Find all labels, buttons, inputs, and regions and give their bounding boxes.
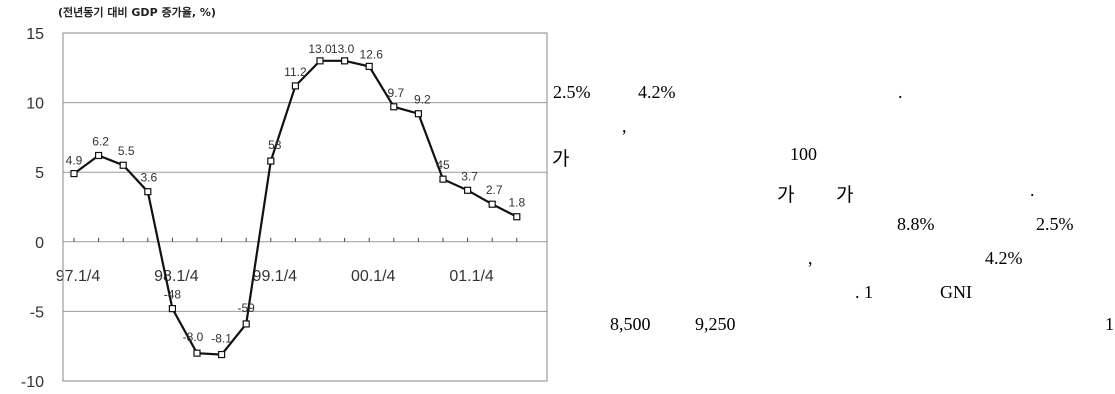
text-fragment-num-1-cut: 1 (1105, 314, 1114, 334)
data-point (439, 175, 447, 183)
y-tick-label: 15 (26, 26, 44, 43)
data-label: 58 (268, 138, 282, 152)
y-tick-label: -5 (30, 304, 44, 321)
gdp-growth-line-chart: (전년동기 대비 GDP 증가율, %) 15 10 5 0 -5 -10 97.1/4 9… (21, 5, 548, 391)
data-label: 9.2 (414, 93, 431, 107)
data-point (168, 305, 176, 313)
data-label: 3.7 (461, 169, 478, 183)
text-fragment-pct-42-a: 4.2% (638, 82, 676, 102)
unit-label: (전년동기 대비 GDP 증가율, %) (58, 5, 216, 19)
text-fragment-comma-2: , (808, 248, 813, 268)
data-point (94, 151, 103, 160)
x-tick-label: 98.1/4 (154, 268, 199, 285)
text-fragment-period-2: . (1030, 180, 1035, 200)
data-label: -8.1 (211, 332, 232, 346)
text-fragment-num-100: 100 (790, 144, 817, 164)
data-point (267, 157, 275, 165)
data-point (218, 350, 226, 359)
data-point (341, 57, 349, 65)
data-point (316, 57, 324, 65)
data-label: -48 (164, 288, 182, 302)
data-label: 6.2 (92, 134, 109, 148)
plot-frame (62, 32, 548, 382)
series-line (73, 59, 518, 356)
data-label: 5.5 (118, 144, 135, 158)
text-fragment-ga-3: 가 (836, 184, 854, 206)
data-label: -8.0 (183, 330, 204, 344)
data-label: 11.2 (284, 65, 307, 79)
text-fragment-pct-25-a: 2.5% (553, 82, 591, 102)
y-tick-label: -10 (21, 374, 44, 391)
text-fragment-comma-1: , (622, 116, 627, 136)
data-label: 13.0 (308, 42, 332, 56)
text-fragment-pct-42-b: 4.2% (985, 248, 1023, 268)
x-tick-label: 00.1/4 (351, 268, 396, 285)
text-fragment-pct-25-b: 2.5% (1036, 214, 1074, 234)
data-label: 4.9 (66, 154, 83, 168)
data-point (119, 161, 127, 169)
data-label: -59 (238, 301, 256, 315)
text-fragment-num-8500: 8,500 (610, 314, 651, 334)
text-fragment-ga-2: 가 (777, 184, 795, 206)
text-fragment-pct-88: 8.8% (897, 214, 935, 234)
x-tick-label: 99.1/4 (253, 268, 298, 285)
data-point (242, 320, 250, 328)
x-tick-label: 01.1/4 (449, 268, 494, 285)
data-point (488, 200, 496, 208)
data-label: 3.6 (140, 171, 157, 185)
data-label: 45 (436, 158, 450, 172)
data-point (414, 110, 422, 118)
y-tick-label: 10 (26, 96, 44, 113)
data-point (193, 349, 201, 357)
data-point (513, 213, 521, 221)
text-fragment-gni: GNI (940, 282, 972, 302)
data-point (390, 103, 398, 111)
data-point (365, 62, 373, 71)
data-point (291, 82, 299, 90)
text-fragment-ga-1: 가 (552, 148, 570, 170)
y-tick-label: 5 (35, 165, 44, 182)
data-label: 13.0 (331, 42, 355, 56)
data-point (144, 188, 152, 196)
data-label: 12.6 (360, 47, 384, 61)
data-label: 1.8 (508, 196, 525, 210)
x-tick-label: 97.1/4 (56, 268, 101, 285)
data-point (464, 186, 472, 194)
data-label: 9.7 (387, 86, 404, 100)
data-point (70, 169, 78, 178)
text-fragment-num-9250: 9,250 (695, 314, 736, 334)
data-label: 2.7 (486, 183, 503, 197)
y-tick-label: 0 (35, 235, 44, 252)
text-fragment-period-num-1: . 1 (855, 282, 873, 302)
text-fragment-period-1: . (898, 82, 903, 102)
